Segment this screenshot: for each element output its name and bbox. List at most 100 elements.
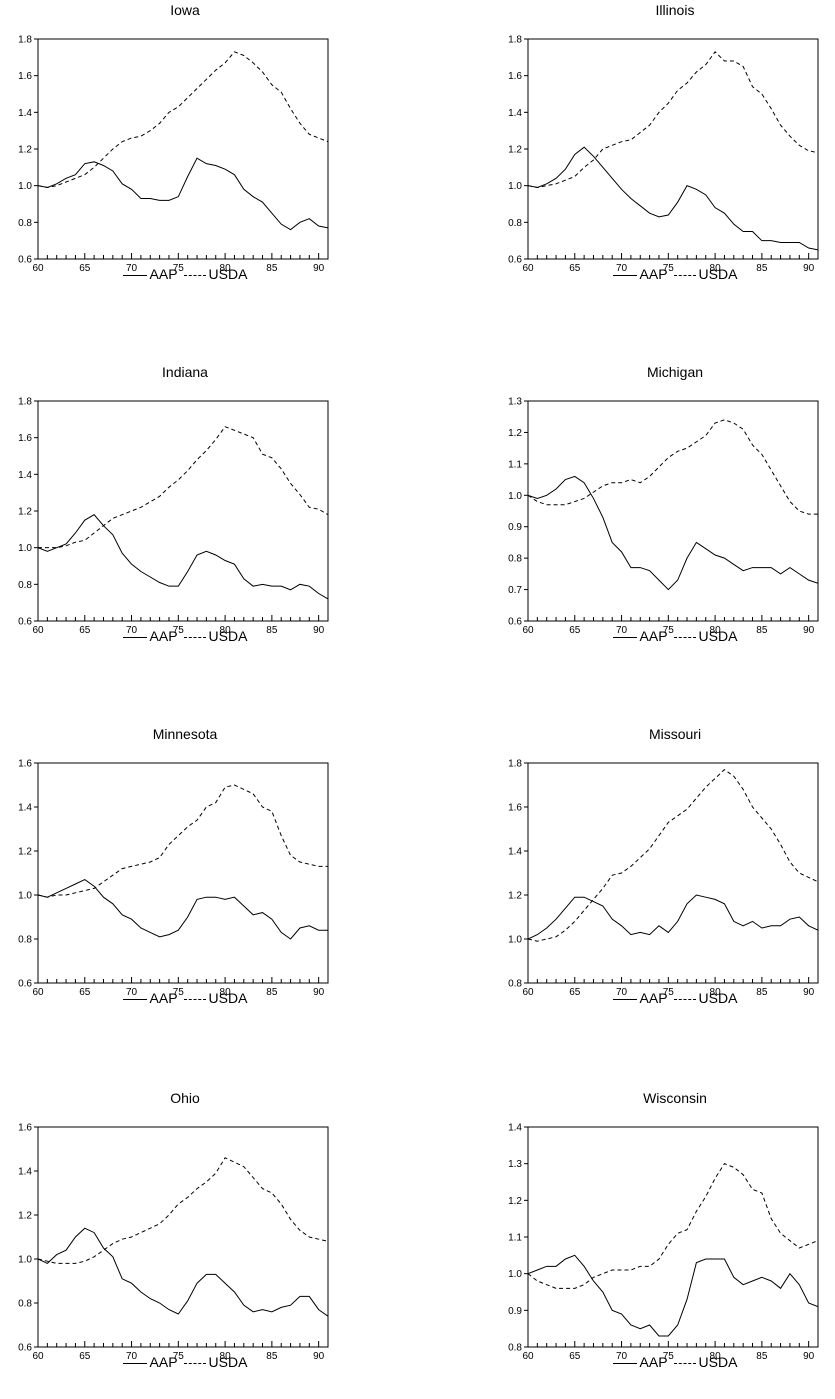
y-tick-label: 1.1 bbox=[508, 459, 522, 470]
series-line-aap bbox=[528, 475, 818, 591]
legend-label: AAP bbox=[149, 990, 178, 1006]
plot-frame bbox=[527, 38, 819, 260]
y-tick-label: 0.8 bbox=[18, 218, 32, 229]
x-tick-label: 75 bbox=[173, 1351, 185, 1362]
x-tick-label: 80 bbox=[220, 987, 232, 998]
legend-swatch-aap bbox=[122, 636, 147, 638]
legend-swatch-aap bbox=[612, 636, 637, 638]
x-tick-label: 60 bbox=[522, 263, 534, 274]
line-chart: 0.6 0.8 1.0 1.2 1.4 1.6 60 65 70 75 80 85 90 bbox=[18, 1123, 329, 1362]
x-tick-label: 65 bbox=[569, 987, 581, 998]
x-tick-label: 85 bbox=[756, 1351, 768, 1362]
legend-label: AAP bbox=[639, 628, 668, 644]
x-tick-label: 75 bbox=[663, 263, 675, 274]
y-tick-label: 0.8 bbox=[18, 1299, 32, 1310]
x-tick-label: 70 bbox=[126, 987, 138, 998]
legend-label: USDA bbox=[208, 266, 248, 282]
x-tick-label: 90 bbox=[313, 1351, 325, 1362]
line-chart: 0.6 0.8 1.0 1.2 1.4 1.6 1.8 60 65 70 75 80 85 90 bbox=[18, 35, 329, 274]
y-tick-label: 1.8 bbox=[18, 35, 32, 46]
chart-panel: Missouri 0.8 1.0 1.2 1.4 1.6 1.8 60 65 70 75 80 85 90… bbox=[508, 724, 835, 1024]
y-tick-label: 1.8 bbox=[508, 35, 522, 46]
legend-label: USDA bbox=[698, 1354, 738, 1370]
y-tick-label: 1.4 bbox=[508, 847, 522, 858]
x-tick-label: 60 bbox=[522, 625, 534, 636]
legend-swatch-usda bbox=[183, 636, 206, 638]
x-tick-label: 85 bbox=[266, 987, 278, 998]
legend: AAP USDA bbox=[30, 628, 340, 644]
chart-panel: Iowa 0.6 0.8 1.0 1.2 1.4 1.6 1.8 60 65 70 75 80 85 90 A… bbox=[18, 0, 360, 300]
y-tick-label: 1.4 bbox=[508, 108, 522, 119]
legend-swatch-usda bbox=[673, 998, 696, 1000]
line-chart: 0.8 1.0 1.2 1.4 1.6 1.8 60 65 70 75 80 85 90 bbox=[508, 759, 819, 998]
y-tick-label: 0.6 bbox=[508, 255, 522, 266]
x-tick-label: 80 bbox=[220, 263, 232, 274]
chart-title: Indiana bbox=[162, 364, 208, 380]
plot-frame bbox=[527, 762, 819, 984]
legend: AAP USDA bbox=[30, 266, 340, 282]
y-tick-label: 1.4 bbox=[18, 803, 32, 814]
y-tick-label: 1.2 bbox=[18, 847, 32, 858]
legend-label: AAP bbox=[149, 1354, 178, 1370]
x-tick-label: 90 bbox=[803, 1351, 815, 1362]
legend-swatch-aap bbox=[122, 1362, 147, 1364]
x-tick-label: 85 bbox=[756, 263, 768, 274]
legend-swatch-aap bbox=[122, 998, 147, 1000]
line-chart: 0.6 0.8 1.0 1.2 1.4 1.6 60 65 70 75 80 85 90 bbox=[18, 759, 329, 998]
x-tick-label: 65 bbox=[79, 625, 91, 636]
x-tick-label: 75 bbox=[173, 987, 185, 998]
y-tick-label: 1.0 bbox=[18, 1255, 32, 1266]
y-tick-label: 1.0 bbox=[508, 181, 522, 192]
y-tick-label: 1.0 bbox=[508, 491, 522, 502]
line-chart: 0.6 0.8 1.0 1.2 1.4 1.6 1.8 60 65 70 75 80 85 90 bbox=[508, 35, 819, 274]
chart-title: Wisconsin bbox=[643, 1090, 707, 1106]
y-tick-label: 1.3 bbox=[508, 397, 522, 408]
legend: AAP USDA bbox=[520, 628, 830, 644]
chart-panel: Indiana 0.6 0.8 1.0 1.2 1.4 1.6 1.8 60 65 70 75 80 85… bbox=[18, 362, 360, 662]
y-tick-label: 1.0 bbox=[508, 1269, 522, 1280]
y-tick-label: 1.0 bbox=[18, 891, 32, 902]
y-tick-label: 1.8 bbox=[18, 397, 32, 408]
y-tick-label: 0.8 bbox=[18, 580, 32, 591]
series-line-aap bbox=[38, 514, 328, 600]
line-chart: 0.6 0.7 0.8 0.9 1.0 1.1 1.2 1.3 60 65 70 75 80 85 90 bbox=[508, 397, 819, 636]
legend-swatch-aap bbox=[122, 274, 147, 276]
y-tick-label: 1.2 bbox=[18, 507, 32, 518]
legend-swatch-usda bbox=[183, 998, 206, 1000]
y-tick-label: 1.6 bbox=[18, 71, 32, 82]
x-tick-label: 60 bbox=[522, 987, 534, 998]
series-line-usda bbox=[38, 784, 328, 898]
chart-panel: Illinois 0.6 0.8 1.0 1.2 1.4 1.6 1.8 60 65 70 75 80 8… bbox=[508, 0, 835, 300]
x-tick-label: 70 bbox=[616, 987, 628, 998]
x-tick-label: 85 bbox=[266, 1351, 278, 1362]
y-tick-label: 1.4 bbox=[508, 1123, 522, 1134]
y-tick-label: 0.8 bbox=[508, 554, 522, 565]
x-tick-label: 70 bbox=[126, 263, 138, 274]
chart-panel: Minnesota 0.6 0.8 1.0 1.2 1.4 1.6 60 65 70 75 80 85 9… bbox=[18, 724, 360, 1024]
y-tick-label: 1.1 bbox=[508, 1233, 522, 1244]
y-tick-label: 0.6 bbox=[18, 1343, 32, 1354]
plot-frame bbox=[527, 400, 819, 622]
series-line-aap bbox=[528, 1254, 818, 1337]
legend-swatch-usda bbox=[673, 636, 696, 638]
chart-title: Ohio bbox=[170, 1090, 200, 1106]
x-tick-label: 70 bbox=[616, 263, 628, 274]
y-tick-label: 1.2 bbox=[18, 1211, 32, 1222]
y-tick-label: 0.6 bbox=[508, 617, 522, 628]
legend-swatch-usda bbox=[183, 274, 206, 276]
x-tick-label: 85 bbox=[266, 263, 278, 274]
legend-label: USDA bbox=[208, 990, 248, 1006]
x-tick-label: 65 bbox=[79, 987, 91, 998]
legend: AAP USDA bbox=[30, 1354, 340, 1370]
plot-frame bbox=[37, 400, 329, 622]
y-tick-label: 0.6 bbox=[18, 617, 32, 628]
x-tick-label: 90 bbox=[803, 625, 815, 636]
series-line-aap bbox=[528, 894, 818, 940]
legend-label: AAP bbox=[149, 266, 178, 282]
x-tick-label: 85 bbox=[266, 625, 278, 636]
series-line-usda bbox=[528, 419, 818, 515]
legend-label: USDA bbox=[208, 1354, 248, 1370]
y-tick-label: 1.4 bbox=[18, 108, 32, 119]
y-tick-label: 0.8 bbox=[508, 979, 522, 990]
